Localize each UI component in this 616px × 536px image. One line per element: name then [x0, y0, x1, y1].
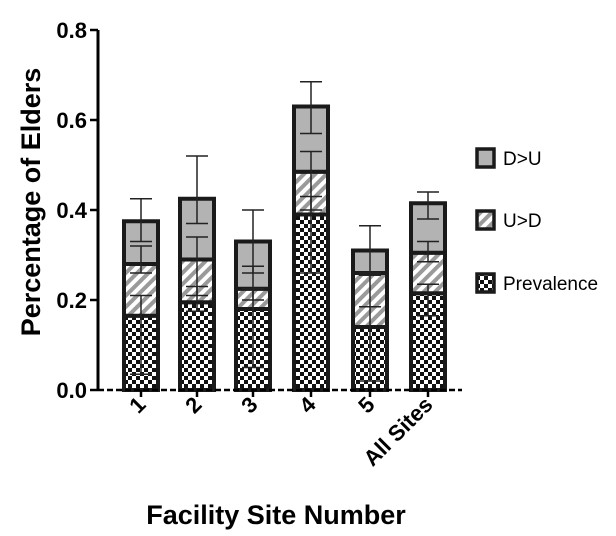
x-tick-label: 5 — [353, 392, 379, 418]
x-tick-label: 4 — [294, 391, 321, 418]
legend-swatch-checkerboard — [475, 272, 496, 294]
y-tick-label: 0.0 — [56, 378, 87, 403]
x-tick-label: 1 — [124, 392, 150, 418]
legend-swatch-diagonal-stripes — [475, 209, 496, 231]
y-tick-label: 0.8 — [56, 18, 87, 43]
legend: D>U U>D Prevalence — [475, 147, 598, 295]
x-axis-title: Facility Site Number — [146, 500, 406, 530]
legend-label: Prevalence — [503, 274, 598, 295]
legend-swatch-solid-gray — [475, 147, 496, 169]
legend-label: D>U — [503, 149, 542, 170]
x-tick-label: 3 — [236, 392, 262, 418]
y-axis-title: Percentage of Elders — [16, 68, 46, 337]
y-ticks: 0.0 0.2 0.4 0.6 0.8 — [56, 18, 98, 403]
x-tick-label: 2 — [180, 392, 206, 418]
y-tick-label: 0.6 — [56, 108, 87, 133]
y-tick-label: 0.4 — [56, 198, 87, 223]
error-bars-layer — [130, 81, 439, 382]
bar-segment-checkerboard — [178, 300, 216, 392]
bars-layer — [122, 104, 447, 392]
legend-label: U>D — [503, 211, 542, 232]
y-tick-label: 0.2 — [56, 288, 87, 313]
